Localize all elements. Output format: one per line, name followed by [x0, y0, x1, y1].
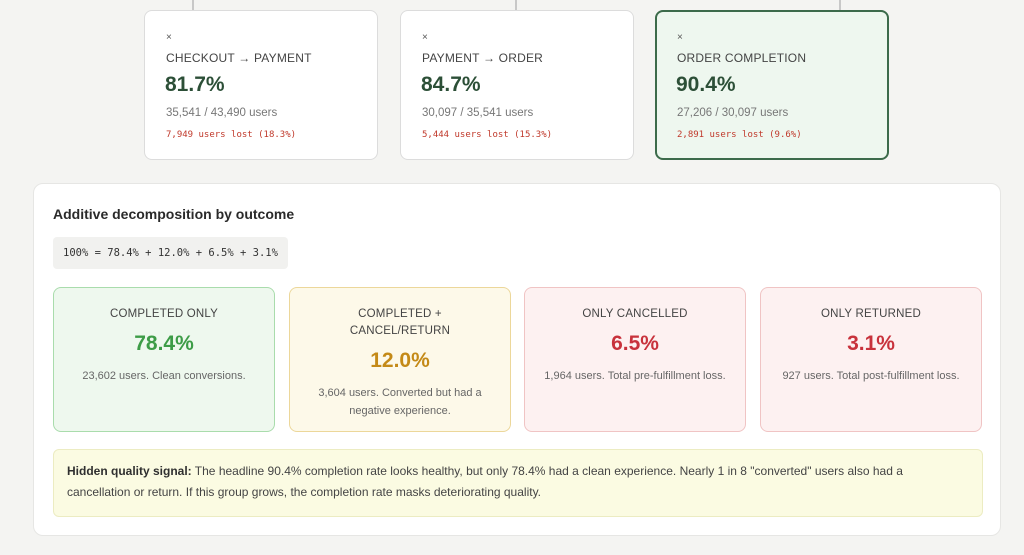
outcome-value: 12.0%: [370, 349, 430, 372]
outcome-card-completed-only: COMPLETED ONLY 78.4% 23,602 users. Clean…: [53, 287, 275, 432]
outcome-label: COMPLETED ONLY: [109, 308, 219, 320]
outcome-value: 78.4%: [134, 332, 194, 355]
step-card-checkout-payment[interactable]: × CHECKOUT → PAYMENT 81.7% 35,541 / 43,4…: [144, 10, 378, 160]
signal-label: Hidden quality signal:: [67, 464, 192, 478]
connector-line: [192, 0, 194, 10]
outcome-card-only-returned: ONLY RETURNED 3.1% 927 users. Total post…: [760, 287, 982, 432]
outcome-value: 3.1%: [847, 332, 895, 355]
outcome-card-only-cancelled: ONLY CANCELLED 6.5% 1,964 users. Total p…: [524, 287, 746, 432]
signal-text: The headline 90.4% completion rate looks…: [67, 464, 903, 499]
step-users: 27,206 / 30,097 users: [677, 107, 789, 119]
decomposition-formula: 100% = 78.4% + 12.0% + 6.5% + 3.1%: [53, 237, 288, 269]
step-title: ORDER COMPLETION: [677, 51, 807, 65]
outcome-description: 1,964 users. Total pre-fulfillment loss.: [544, 370, 726, 382]
panel-title: Additive decomposition by outcome: [53, 206, 295, 222]
step-card-order-completion[interactable]: × ORDER COMPLETION 90.4% 27,206 / 30,097…: [655, 10, 889, 160]
close-icon[interactable]: ×: [677, 32, 683, 43]
outcome-label: COMPLETED + CANCEL/RETURN: [349, 308, 451, 337]
step-rate: 84.7%: [421, 73, 481, 96]
step-users-lost: 7,949 users lost (18.3%): [166, 130, 297, 140]
outcome-label: ONLY CANCELLED: [582, 308, 688, 320]
step-rate: 90.4%: [676, 73, 736, 96]
outcome-description: 927 users. Total post-fulfillment loss.: [782, 370, 960, 382]
connector-line: [515, 0, 517, 10]
outcome-card-completed-cancel-return: COMPLETED + CANCEL/RETURN 12.0% 3,604 us…: [289, 287, 511, 432]
outcome-value: 6.5%: [611, 332, 659, 355]
step-users-lost: 2,891 users lost (9.6%): [677, 130, 802, 140]
outcome-description: 23,602 users. Clean conversions.: [82, 370, 246, 382]
step-users: 35,541 / 43,490 users: [166, 107, 278, 119]
step-users: 30,097 / 35,541 users: [422, 107, 534, 119]
outcome-label: ONLY RETURNED: [821, 308, 921, 320]
decomposition-panel: Additive decomposition by outcome 100% =…: [33, 183, 1001, 536]
outcome-description: 3,604 users. Converted but had a negativ…: [318, 387, 482, 417]
step-card-payment-order[interactable]: × PAYMENT → ORDER 84.7% 30,097 / 35,541 …: [400, 10, 634, 160]
step-rate: 81.7%: [165, 73, 225, 96]
close-icon[interactable]: ×: [166, 32, 172, 43]
step-title: PAYMENT → ORDER: [422, 51, 544, 65]
hidden-quality-signal-callout: Hidden quality signal: The headline 90.4…: [53, 449, 983, 517]
connector-line: [839, 0, 841, 10]
close-icon[interactable]: ×: [422, 32, 428, 43]
step-users-lost: 5,444 users lost (15.3%): [422, 130, 553, 140]
step-title: CHECKOUT → PAYMENT: [166, 51, 312, 65]
